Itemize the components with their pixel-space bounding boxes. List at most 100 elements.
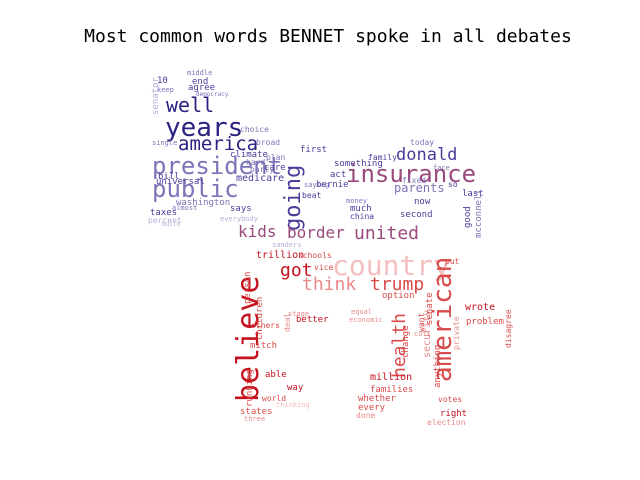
cloud-word-well: well: [166, 93, 214, 117]
cloud-word-right: right: [440, 409, 467, 419]
cloud-word-family: family: [368, 153, 397, 162]
cloud-word-build: build: [162, 221, 180, 228]
cloud-word-every: every: [358, 403, 386, 413]
cloud-word-percent: percent: [148, 216, 182, 225]
cloud-word-better: better: [296, 315, 329, 325]
cloud-word-others: others: [251, 321, 280, 330]
cloud-word-broad: broad: [256, 138, 280, 147]
cloud-word-got: got: [280, 260, 313, 281]
cloud-word-senate: senate: [425, 292, 435, 325]
cloud-word-way: way: [287, 383, 304, 393]
cloud-word-china: china: [350, 212, 374, 221]
cloud-word-believe: believe: [231, 276, 266, 402]
cloud-word-disagree: disagree: [504, 309, 513, 348]
cloud-word-saying: saying: [304, 181, 329, 189]
cloud-word-plan: plan: [266, 153, 285, 162]
cloud-word-person: person: [243, 271, 253, 304]
cloud-word-agree: agree: [188, 83, 215, 93]
cloud-word-think: think: [302, 274, 356, 295]
cloud-word-says: says: [230, 204, 252, 214]
cloud-word-sanders: sanders: [272, 241, 302, 249]
cloud-word-running: running: [245, 369, 255, 407]
cloud-word-equal: equal: [351, 308, 372, 316]
cloud-word-america: america: [178, 133, 258, 155]
cloud-word-middle: middle: [187, 69, 212, 77]
cloud-word-security: security: [422, 310, 433, 358]
cloud-word-cuts: cuts: [414, 330, 431, 338]
cloud-word-keep: keep: [157, 86, 174, 94]
cloud-word-whether: whether: [358, 394, 397, 404]
cloud-word-senator: senator: [151, 76, 161, 115]
cloud-word-act: act: [330, 170, 346, 180]
cloud-word-health: health: [389, 313, 410, 378]
cloud-word-public: public: [152, 175, 239, 203]
cloud-word-three: three: [244, 415, 265, 423]
cloud-word-money: money: [346, 197, 367, 205]
cloud-word-first: first: [300, 145, 327, 155]
cloud-word-private: private: [452, 316, 461, 350]
cloud-word-care: care: [264, 163, 286, 173]
cloud-word-democracy: democracy: [196, 91, 229, 98]
cloud-word-years: years: [165, 113, 243, 143]
cloud-word-party: party: [250, 165, 274, 174]
cloud-word-something: something: [334, 159, 383, 169]
cloud-word-bernie: bernie: [316, 180, 349, 190]
cloud-word-trillion: trillion: [256, 250, 304, 261]
cloud-word-climate: climate: [230, 150, 268, 160]
cloud-word-good: good: [463, 206, 473, 228]
cloud-word-medicare: medicare: [236, 173, 284, 184]
cloud-word-universal: universal: [156, 177, 205, 187]
cloud-word-hard: hard: [246, 158, 265, 167]
cloud-word-much: much: [350, 204, 372, 214]
cloud-word-almost: almost: [172, 204, 197, 212]
cloud-word-donald: donald: [396, 145, 457, 165]
cloud-word-beat: beat: [302, 191, 321, 200]
cloud-word-everybody: everybody: [220, 215, 258, 223]
cloud-word-last: last: [462, 189, 484, 199]
cloud-word-10: 10: [157, 76, 168, 86]
cloud-word-mcconnell: mcconnell: [474, 189, 484, 238]
cloud-word-schools: schools: [298, 251, 332, 260]
cloud-word-deal: deal: [283, 313, 292, 332]
cloud-word-washington: washington: [176, 198, 230, 208]
cloud-word-country: country: [332, 249, 450, 282]
cloud-word-states: states: [240, 407, 273, 417]
cloud-word-children: children: [255, 297, 265, 340]
cloud-word-bill: bill: [158, 172, 180, 182]
cloud-word-face: face: [433, 164, 450, 172]
cloud-word-done: done: [356, 411, 375, 420]
page-title: Most common words BENNET spoke in all de…: [84, 26, 572, 47]
cloud-word-thinking: thinking: [276, 401, 310, 409]
cloud-word-going: going: [281, 165, 306, 231]
cloud-word-now: now: [414, 197, 431, 207]
cloud-word-votes: votes: [438, 395, 462, 404]
cloud-word-border: border: [287, 223, 345, 242]
cloud-word-today: today: [410, 138, 434, 147]
cloud-word-election: election: [427, 418, 466, 427]
cloud-word-stage: stage: [288, 310, 309, 318]
cloud-word-vice: vice: [314, 263, 333, 272]
cloud-word-end: end: [192, 77, 208, 87]
cloud-word-able: able: [265, 370, 287, 380]
cloud-word-american: american: [428, 257, 458, 382]
cloud-word-kids: kids: [238, 222, 277, 241]
cloud-word-anything: anything: [433, 345, 443, 388]
cloud-word-second: second: [400, 210, 433, 220]
cloud-word-want: want: [417, 313, 426, 332]
cloud-word-president: president: [152, 152, 282, 180]
cloud-word-wrote: wrote: [465, 302, 495, 313]
cloud-word-so: so: [448, 180, 458, 189]
cloud-word-insurance: insurance: [346, 160, 476, 188]
cloud-word-united: united: [354, 223, 419, 244]
cloud-word-economic: economic: [349, 316, 383, 324]
cloud-word-put: put: [445, 257, 460, 266]
cloud-word-option: option: [382, 291, 415, 301]
cloud-word-taxes: taxes: [150, 208, 177, 218]
cloud-word-million: million: [370, 372, 412, 383]
cloud-word-families: families: [370, 385, 413, 395]
cloud-word-mitch: mitch: [250, 341, 277, 351]
cloud-word-parents: parents: [394, 181, 445, 195]
cloud-word-choice: choice: [240, 125, 269, 134]
cloud-word-world: world: [262, 394, 286, 403]
